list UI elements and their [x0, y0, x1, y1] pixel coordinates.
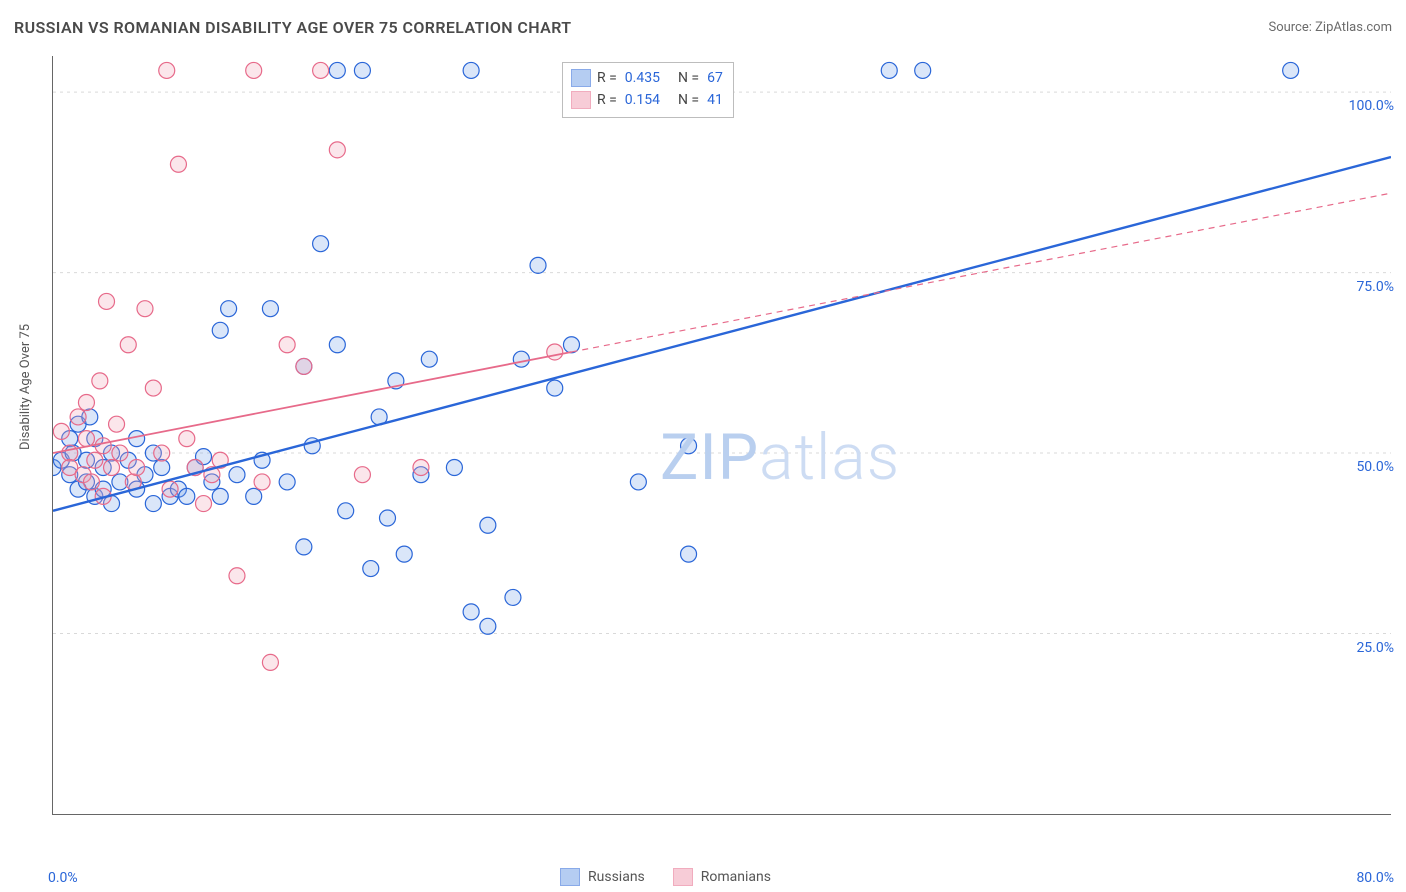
r-value: 0.154 — [625, 92, 660, 108]
n-label: N = — [678, 92, 699, 108]
source-name: ZipAtlas.com — [1315, 20, 1392, 35]
y-tick-label: 100.0% — [1349, 98, 1394, 114]
r-label: R = — [597, 70, 617, 86]
r-value: 0.435 — [625, 70, 660, 86]
legend-swatch — [571, 91, 591, 109]
y-tick-label: 50.0% — [1356, 459, 1394, 475]
legend-item: Romanians — [673, 868, 771, 886]
chart-container: RUSSIAN VS ROMANIAN DISABILITY AGE OVER … — [0, 0, 1406, 892]
chart-title: RUSSIAN VS ROMANIAN DISABILITY AGE OVER … — [14, 18, 572, 37]
series-legend: Russians Romanians — [560, 868, 771, 886]
stats-row: R = 0.435 N = 67 — [571, 67, 723, 89]
y-axis-label: Disability Age Over 75 — [18, 324, 33, 450]
y-tick-label: 25.0% — [1356, 640, 1394, 656]
plot-area — [52, 56, 1391, 815]
x-tick-max: 80.0% — [1356, 870, 1394, 886]
legend-swatch — [673, 868, 693, 886]
stats-legend-box: R = 0.435 N = 67 R = 0.154 N = 41 — [562, 62, 734, 118]
legend-swatch — [571, 69, 591, 87]
r-label: R = — [597, 92, 617, 108]
y-tick-label: 75.0% — [1356, 279, 1394, 295]
x-tick-min: 0.0% — [48, 870, 78, 886]
source-attribution: Source: ZipAtlas.com — [1268, 20, 1392, 35]
n-value: 67 — [707, 70, 723, 86]
source-prefix: Source: — [1268, 20, 1315, 35]
plot-svg — [53, 56, 1391, 814]
legend-label: Romanians — [701, 869, 771, 885]
legend-swatch — [560, 868, 580, 886]
n-label: N = — [678, 70, 699, 86]
stats-row: R = 0.154 N = 41 — [571, 89, 723, 111]
legend-item: Russians — [560, 868, 645, 886]
n-value: 41 — [707, 92, 723, 108]
legend-label: Russians — [588, 869, 645, 885]
